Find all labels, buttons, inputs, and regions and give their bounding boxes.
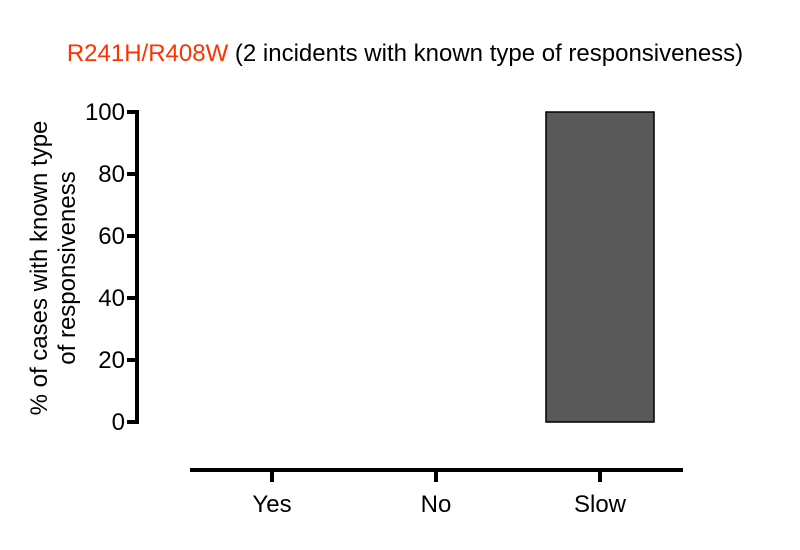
chart-title: R241H/R408W (2 incidents with known type… [67,40,743,67]
y-tick-label: 60 [98,223,125,250]
y-axis-label-line2: of responsiveness [54,171,81,364]
y-axis-label-line1: % of cases with known type [26,121,53,416]
y-axis: 0 20 40 60 80 100 [85,99,139,436]
y-tick-label: 0 [112,409,125,436]
y-tick-label: 80 [98,161,125,188]
y-tick-label: 20 [98,347,125,374]
y-tick-label: 100 [85,99,125,126]
x-tick-label: Yes [252,491,291,518]
x-tick-label: No [421,491,452,518]
x-axis: Yes No Slow [190,468,683,518]
x-tick-label: Slow [574,491,627,518]
chart-title-highlight: R241H/R408W [67,40,229,67]
y-axis-label: % of cases with known type of responsive… [26,121,81,416]
bars [545,111,655,423]
chart-title-rest: (2 incidents with known type of responsi… [228,40,743,67]
y-tick-label: 40 [98,285,125,312]
bar-slow [545,111,655,423]
